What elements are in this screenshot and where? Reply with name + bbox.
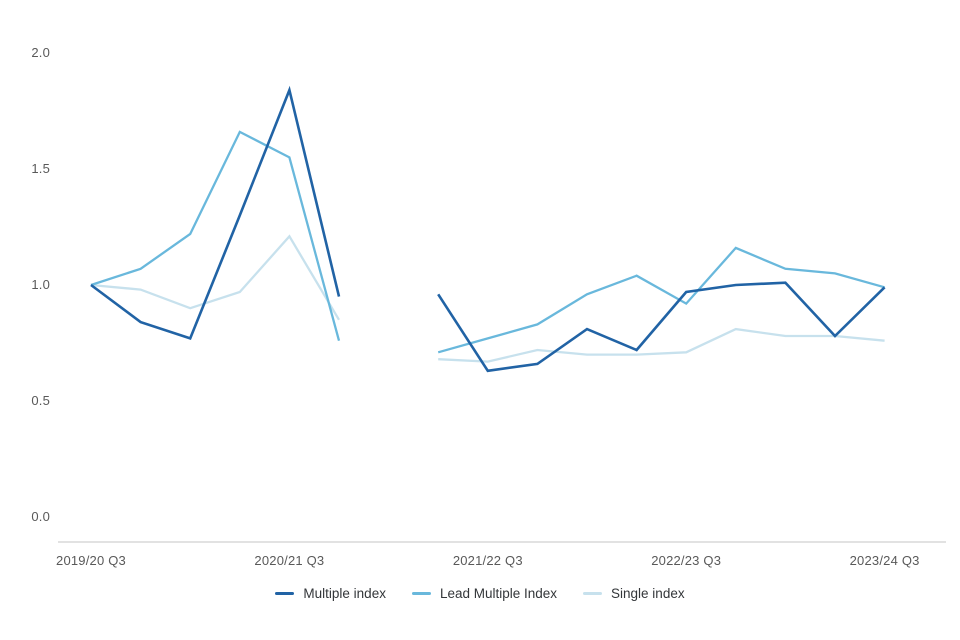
y-tick-label: 1.0 [31,277,50,292]
x-tick-label: 2023/24 Q3 [849,553,920,568]
series-line-lead-multiple-index [90,130,341,342]
legend-label-multiple-index: Multiple index [303,586,386,601]
legend-label-lead-multiple-index: Lead Multiple Index [439,586,558,601]
series-line-single-index [438,327,885,363]
chart-legend: Multiple index Lead Multiple Index Singl… [0,586,960,601]
y-tick-label: 0.0 [31,509,50,524]
series-line-single-index [90,234,340,321]
legend-swatch-lead-multiple-index [411,592,431,595]
x-tick-label: 2021/22 Q3 [452,553,523,568]
series-line-multiple-index [437,281,886,373]
legend-swatch-multiple-index [275,592,295,595]
series-line-multiple-index [90,85,341,341]
y-tick-label: 1.5 [31,161,50,176]
y-tick-label: 2.0 [31,45,50,60]
x-tick-label: 2019/20 Q3 [56,553,126,568]
legend-item-multiple-index: Multiple index [275,586,386,601]
legend-item-single-index: Single index [583,586,685,601]
y-tick-label: 0.5 [31,393,50,408]
x-tick-label: 2020/21 Q3 [254,553,325,568]
series-line-lead-multiple-index [437,246,885,354]
x-tick-label: 2022/23 Q3 [651,553,722,568]
legend-swatch-single-index [583,592,603,595]
legend-item-lead-multiple-index: Lead Multiple Index [411,586,558,601]
legend-label-single-index: Single index [611,586,685,601]
